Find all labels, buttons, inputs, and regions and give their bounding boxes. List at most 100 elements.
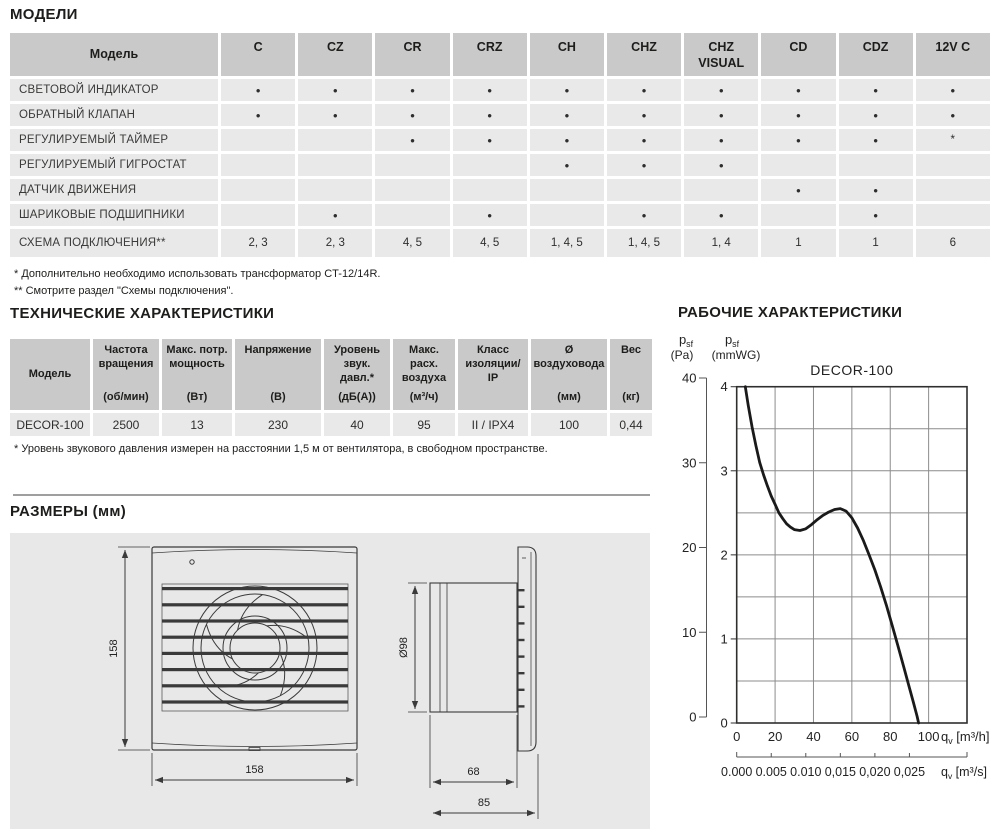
models-value-cell bbox=[375, 154, 450, 176]
mmwg-axis-name: psf bbox=[725, 332, 740, 349]
models-value-cell bbox=[221, 204, 296, 226]
feature-dot-cell: • bbox=[606, 104, 682, 126]
feature-dot-cell: • bbox=[529, 79, 604, 101]
pa-tick-label: 0 bbox=[689, 710, 696, 725]
mmwg-axis-unit: (mmWG) bbox=[712, 348, 761, 362]
models-row-label: ДАТЧИК ДВИЖЕНИЯ bbox=[10, 179, 218, 201]
chart-grid bbox=[736, 386, 968, 723]
grille-slat bbox=[162, 651, 348, 655]
feature-dot-cell: • bbox=[375, 79, 450, 101]
side-louver-tick bbox=[518, 655, 525, 658]
pa-tick-label: 20 bbox=[682, 540, 696, 555]
feature-dot-cell: • bbox=[684, 104, 759, 126]
feature-dot-cell: • bbox=[221, 104, 296, 126]
total-depth-label: 85 bbox=[478, 797, 490, 809]
models-value-cell: 2, 3 bbox=[298, 229, 373, 257]
models-section-heading: МОДЕЛИ bbox=[10, 6, 78, 23]
models-value-cell bbox=[298, 154, 373, 176]
feature-dot-cell: • bbox=[761, 79, 836, 101]
feature-dot-cell: • bbox=[298, 104, 373, 126]
mmwg-tick-label: 0 bbox=[720, 716, 727, 731]
tech-header-unit: (кг) bbox=[622, 391, 640, 404]
feature-dot-cell: • bbox=[452, 204, 527, 226]
side-view: Ø98 68 85 bbox=[398, 546, 539, 819]
grille-slat bbox=[162, 635, 348, 639]
tech-header-title: Частота вращения bbox=[98, 344, 154, 370]
side-louver-tick bbox=[518, 589, 525, 592]
chart-title: DECOR-100 bbox=[810, 362, 893, 378]
tech-column-header: Уровень звук. давл.* (дБ(А)) bbox=[324, 339, 390, 410]
feature-dot-cell: • bbox=[606, 79, 682, 101]
tech-header-title: Модель bbox=[28, 367, 72, 380]
models-column-header-c: C bbox=[221, 33, 296, 76]
grille-slat bbox=[162, 619, 348, 623]
models-corner-header: Модель bbox=[10, 33, 218, 76]
models-value-cell bbox=[452, 179, 527, 201]
feature-dot-cell: • bbox=[761, 129, 836, 151]
feature-dot-cell: • bbox=[838, 104, 913, 126]
models-value-cell: 4, 5 bbox=[375, 229, 450, 257]
dimensions-drawing-panel: 158 158 Ø98 68 85 bbox=[10, 533, 650, 829]
side-louver-tick bbox=[518, 688, 525, 691]
front-panel-outline bbox=[151, 546, 358, 751]
tech-value-cell: DECOR-100 bbox=[10, 413, 90, 436]
feature-dot-cell: • bbox=[452, 129, 527, 151]
side-louver-tick bbox=[518, 638, 525, 642]
pa-axis-unit: (Pa) bbox=[671, 348, 694, 362]
feature-dot-cell: • bbox=[452, 104, 527, 126]
models-row-label: СХЕМА ПОДКЛЮЧЕНИЯ** bbox=[10, 229, 218, 257]
grille-slat bbox=[162, 684, 348, 688]
feature-dot-cell: • bbox=[761, 179, 836, 201]
side-louver-tick bbox=[518, 705, 525, 708]
models-column-header-crz: CRZ bbox=[452, 33, 527, 76]
tech-column-header: Вес (кг) bbox=[610, 339, 652, 410]
models-column-header-cr: CR bbox=[375, 33, 450, 76]
x-secondary-tick-label: 0.010 bbox=[790, 765, 821, 779]
feature-dot-cell: • bbox=[606, 204, 682, 226]
feature-dot-cell: • bbox=[606, 154, 682, 176]
models-value-cell bbox=[221, 154, 296, 176]
grille-slat bbox=[162, 587, 348, 591]
models-feature-table: Модель C CZ CR CRZ CH CHZ CHZ VISUAL CD CDZ 12V C С… bbox=[10, 33, 990, 257]
tech-header-unit: (м³/ч) bbox=[409, 391, 439, 404]
fan-circle bbox=[222, 615, 288, 681]
tech-header-title: Напряжение bbox=[244, 344, 312, 356]
fan-blade bbox=[279, 652, 286, 696]
models-value-cell: 1, 4 bbox=[684, 229, 759, 257]
feature-dot-cell: • bbox=[684, 204, 759, 226]
tech-header-unit: (Вт) bbox=[186, 391, 208, 404]
feature-dot-cell: • bbox=[915, 79, 990, 101]
tech-header-title: Вес bbox=[620, 344, 642, 356]
models-value-cell bbox=[375, 179, 450, 201]
front-width-label: 158 bbox=[245, 764, 263, 776]
mmwg-tick-label: 2 bbox=[720, 547, 727, 562]
feature-dot-cell: • bbox=[838, 79, 913, 101]
side-plate-outline bbox=[517, 546, 537, 752]
models-value-cell bbox=[915, 179, 990, 201]
models-value-cell bbox=[606, 179, 682, 201]
tech-footnote: * Уровень звукового давления измерен на … bbox=[14, 443, 548, 455]
tech-header-title: Макс. расх. воздуха bbox=[401, 344, 447, 384]
feature-dot-cell: • bbox=[375, 104, 450, 126]
mmwg-tick-label: 1 bbox=[720, 631, 727, 646]
models-row-label: РЕГУЛИРУЕМЫЙ ТАЙМЕР bbox=[10, 129, 218, 151]
tech-header-unit: (В) bbox=[270, 391, 286, 404]
feature-dot-cell: • bbox=[684, 154, 759, 176]
feature-dot-cell: • bbox=[684, 79, 759, 101]
feature-dot-cell: • bbox=[838, 179, 913, 201]
models-column-header-cz: CZ bbox=[298, 33, 373, 76]
tech-column-header: Модель bbox=[10, 339, 90, 410]
feature-dot-cell: • bbox=[838, 204, 913, 226]
feature-dot-cell: • bbox=[452, 79, 527, 101]
tech-column-header: Напряжение (В) bbox=[235, 339, 321, 410]
tech-value-cell: 40 bbox=[324, 413, 390, 436]
duct-length-label: 68 bbox=[467, 766, 479, 778]
x-secondary-tick-label: 0.005 bbox=[756, 765, 787, 779]
x-secondary-tick-label: 0,020 bbox=[859, 765, 890, 779]
feature-dot-cell: • bbox=[298, 204, 373, 226]
x-secondary-tick-label: 0,025 bbox=[894, 765, 925, 779]
tech-column-header: Макс. потр. мощность (Вт) bbox=[162, 339, 232, 410]
chart-frame bbox=[735, 385, 968, 724]
models-value-cell bbox=[761, 154, 836, 176]
